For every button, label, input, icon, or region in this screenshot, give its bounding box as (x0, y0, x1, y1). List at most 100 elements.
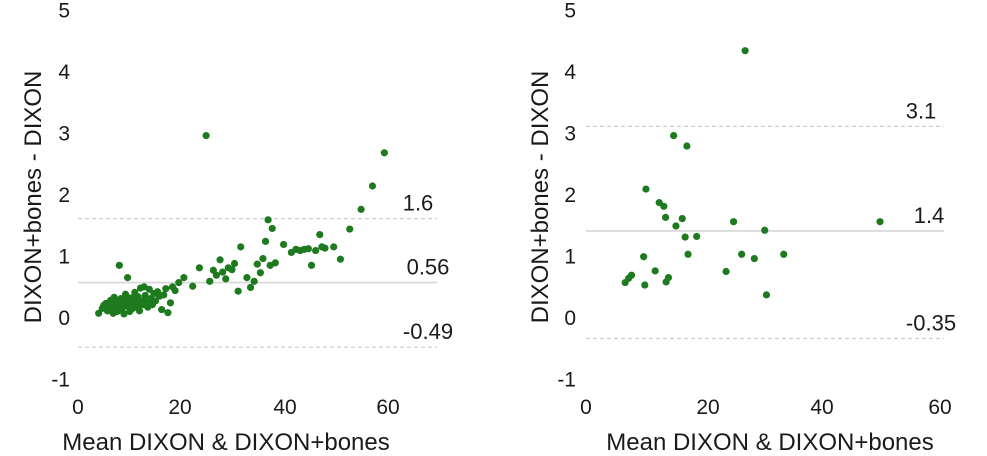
right-data-point (641, 281, 649, 289)
right-data-point (660, 202, 668, 210)
right-data-point (684, 250, 692, 258)
left-data-point (216, 256, 224, 264)
left-data-point (250, 277, 258, 285)
left-x-axis-title: Mean DIXON & DIXON+bones (62, 429, 389, 456)
left-data-point (202, 131, 210, 140)
left-data-point (237, 243, 245, 251)
left-data-point (95, 309, 103, 317)
left-y-tick-label: 4 (58, 61, 70, 84)
right-x-tick-label: 0 (580, 396, 592, 419)
left-data-point (316, 230, 324, 239)
right-y-tick-label: 3 (564, 123, 576, 146)
right-data-point (651, 267, 659, 275)
left-data-point (123, 274, 132, 282)
right-data-point (693, 232, 701, 241)
right-data-points (621, 47, 884, 299)
left-data-point (206, 277, 214, 285)
right-y-tick-label: 4 (564, 61, 576, 84)
left-data-point (171, 286, 179, 295)
right-y-tick-label: 2 (564, 184, 576, 207)
left-data-point (234, 287, 242, 295)
left-data-point (222, 275, 230, 283)
left-data-point (162, 285, 170, 293)
left-data-point (261, 237, 270, 245)
left-data-point (230, 259, 239, 268)
left-data-point (312, 246, 320, 255)
left-data-point (280, 240, 288, 249)
right-reference-label-0: 3.1 (906, 98, 937, 123)
right-y-tick-labels: -1 0 1 2 3 4 5 (557, 0, 576, 392)
left-data-point (135, 307, 144, 315)
left-y-tick-labels: -1 0 1 2 3 4 5 (51, 0, 70, 392)
right-data-point (642, 185, 650, 193)
left-x-tick-label: 0 (72, 396, 84, 419)
right-reference-labels: 3.1 1.4 -0.35 (906, 98, 956, 335)
left-data-point (164, 309, 172, 317)
left-y-tick-label: 1 (58, 246, 70, 269)
left-x-tick-labels: 0 20 40 60 (72, 396, 400, 419)
left-x-tick-label: 60 (376, 396, 399, 419)
right-data-point (664, 274, 673, 282)
left-y-axis-title: DIXON+bones - DIXON (20, 71, 47, 324)
left-data-point (180, 274, 188, 282)
right-y-tick-label: 1 (564, 246, 576, 269)
left-data-point (158, 306, 166, 314)
right-data-point (661, 213, 670, 221)
left-data-point (166, 299, 175, 307)
right-data-point (729, 218, 738, 226)
left-data-point (115, 261, 123, 269)
right-x-tick-label: 40 (810, 396, 833, 419)
right-data-point (672, 222, 680, 230)
right-x-tick-labels: 0 20 40 60 (580, 396, 952, 419)
left-data-point (304, 245, 313, 253)
right-data-point (670, 131, 678, 140)
left-data-point (246, 283, 255, 292)
left-data-point (307, 261, 316, 269)
left-data-point (120, 310, 128, 318)
left-reference-lines (78, 217, 437, 348)
left-data-point (121, 290, 130, 298)
left-x-tick-label: 20 (168, 396, 191, 419)
left-reference-label-2: -0.49 (403, 319, 453, 344)
left-reference-label-1: 0.56 (407, 255, 450, 280)
left-data-point (264, 216, 272, 224)
left-data-point (141, 291, 149, 300)
left-data-point (271, 259, 279, 267)
right-y-tick-label: -1 (557, 369, 576, 392)
left-data-point (228, 266, 236, 274)
left-data-point (380, 149, 388, 157)
right-x-tick-label: 20 (696, 396, 719, 419)
right-reference-label-1: 1.4 (914, 203, 945, 228)
right-data-point (738, 250, 746, 258)
left-y-tick-label: 2 (58, 184, 70, 207)
left-data-point (346, 225, 354, 233)
right-data-point (683, 142, 691, 150)
left-data-point (321, 244, 329, 252)
left-data-point (243, 274, 251, 282)
right-data-point (741, 47, 749, 55)
left-data-point (259, 254, 267, 263)
left-data-point (145, 285, 153, 293)
right-x-tick-label: 60 (928, 396, 951, 419)
right-data-point (750, 254, 758, 263)
left-data-point (189, 282, 197, 290)
left-data-point (336, 255, 345, 263)
left-y-tick-label: 0 (58, 307, 70, 330)
right-data-point (681, 233, 689, 241)
left-y-tick-label: -1 (51, 369, 70, 392)
left-y-tick-label: 3 (58, 123, 70, 146)
left-data-point (175, 278, 183, 287)
right-y-tick-label: 5 (564, 0, 576, 23)
right-data-point (678, 215, 686, 223)
left-data-point (357, 205, 365, 213)
right-x-axis-title: Mean DIXON & DIXON+bones (606, 429, 933, 456)
left-data-point (219, 268, 227, 276)
left-data-point (160, 291, 168, 299)
right-y-tick-label: 0 (564, 307, 576, 330)
left-data-point (195, 264, 204, 272)
left-data-point (256, 269, 264, 277)
right-data-point (762, 291, 771, 299)
